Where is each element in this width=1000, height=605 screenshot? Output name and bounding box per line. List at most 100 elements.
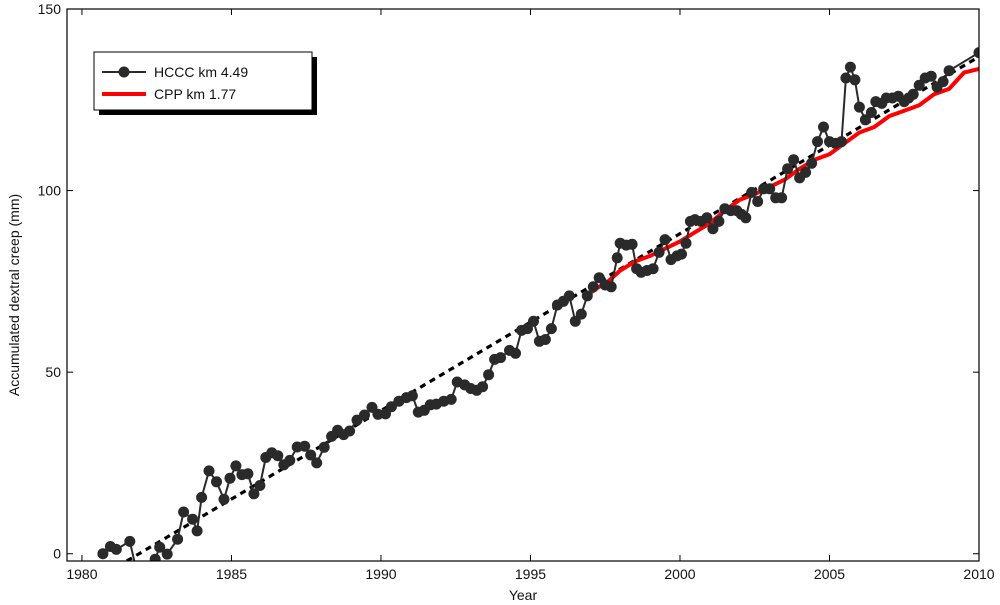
point-hccc [254, 480, 266, 491]
point-hccc [230, 460, 242, 472]
point-hccc [776, 192, 788, 204]
point-hccc [124, 535, 136, 547]
x-tick-label: 1985 [216, 566, 247, 582]
point-hccc [800, 166, 812, 178]
y-axis-label: Accumulated dextral creep (mm) [6, 194, 22, 396]
legend: HCCC km 4.49 CPP km 1.77 [93, 51, 317, 115]
point-hccc [818, 121, 829, 133]
point-hccc [593, 272, 605, 284]
point-hccc [680, 237, 692, 249]
point-hccc [575, 308, 587, 320]
point-hccc [224, 472, 236, 484]
point-hccc [110, 543, 122, 555]
point-hccc [218, 493, 230, 505]
point-hccc [242, 468, 254, 480]
plot-frame [66, 8, 980, 562]
point-hccc [907, 88, 919, 100]
point-hccc [713, 215, 725, 227]
point-hccc [569, 315, 581, 327]
point-hccc [659, 234, 671, 246]
point-hccc [676, 248, 687, 260]
point-hccc [812, 136, 823, 148]
point-hccc [299, 440, 311, 452]
x-tick-label: 2000 [664, 566, 695, 582]
point-hccc [154, 541, 166, 553]
point-hccc [605, 281, 617, 293]
point-hccc [196, 491, 208, 503]
point-hccc [545, 323, 557, 335]
point-hccc [913, 79, 925, 91]
point-hccc [647, 263, 659, 275]
point-hccc [626, 238, 638, 250]
point-hccc [701, 212, 713, 224]
point-hccc [203, 465, 215, 477]
y-tick-label: 50 [45, 364, 61, 380]
x-tick-label: 1980 [66, 566, 97, 582]
series-hccc-layer [97, 47, 979, 579]
axis-ticks: 1980 1985 1990 1995 2000 2005 2010 0 50 100 150 [38, 1, 995, 582]
point-hccc [522, 323, 533, 335]
point-hccc [611, 252, 623, 264]
point-hccc [528, 315, 539, 327]
y-tick-label: 100 [38, 183, 62, 199]
y-tick-label: 150 [38, 1, 62, 17]
point-hccc [806, 157, 818, 169]
point-hccc [149, 553, 161, 561]
series-cpp-layer [583, 66, 979, 300]
point-hccc [284, 454, 296, 466]
legend-label-cpp: CPP km 1.77 [154, 86, 236, 102]
point-hccc [764, 183, 776, 195]
point-hccc [161, 548, 173, 560]
x-tick-label: 1995 [515, 566, 546, 582]
point-hccc [191, 525, 203, 537]
point-hccc [248, 488, 260, 500]
point-hccc [973, 47, 979, 59]
point-hccc [853, 101, 865, 113]
x-tick-label: 2010 [963, 566, 994, 582]
point-hccc [510, 347, 521, 359]
point-hccc [344, 425, 356, 437]
x-tick-label: 1990 [365, 566, 396, 582]
legend-label-hccc: HCCC km 4.49 [154, 64, 248, 80]
point-hccc [840, 72, 852, 84]
point-hccc [925, 70, 937, 82]
point-hccc [859, 114, 871, 126]
point-hccc [359, 409, 370, 421]
point-hccc [563, 290, 575, 302]
point-hccc [707, 223, 719, 235]
point-hccc [746, 186, 758, 198]
point-hccc [445, 393, 457, 405]
point-hccc [172, 533, 184, 545]
point-hccc [132, 568, 143, 579]
legend-marker-hccc [118, 66, 130, 78]
x-axis-label: Year [509, 587, 538, 603]
point-hccc [406, 390, 418, 402]
point-hccc [495, 352, 507, 364]
point-hccc [178, 506, 190, 518]
point-hccc [782, 163, 794, 175]
point-hccc [311, 457, 323, 469]
y-tick-label: 0 [53, 546, 61, 562]
point-hccc [539, 334, 551, 345]
point-hccc [483, 369, 495, 381]
point-hccc [836, 136, 847, 148]
point-hccc [653, 246, 665, 258]
x-tick-label: 2005 [814, 566, 845, 582]
legend-box [93, 51, 313, 111]
point-hccc [318, 441, 330, 453]
point-hccc [97, 548, 109, 560]
point-hccc [272, 450, 284, 462]
point-hccc [788, 154, 800, 166]
point-hccc [943, 65, 955, 77]
point-hccc [477, 381, 489, 393]
point-hccc [844, 61, 856, 73]
point-hccc [740, 212, 752, 224]
point-hccc [752, 196, 764, 207]
point-hccc [937, 76, 949, 88]
point-hccc [849, 74, 861, 86]
point-hccc [211, 476, 222, 488]
point-hccc [187, 513, 199, 525]
series-line-cpp [583, 66, 979, 300]
point-hccc [865, 107, 877, 118]
